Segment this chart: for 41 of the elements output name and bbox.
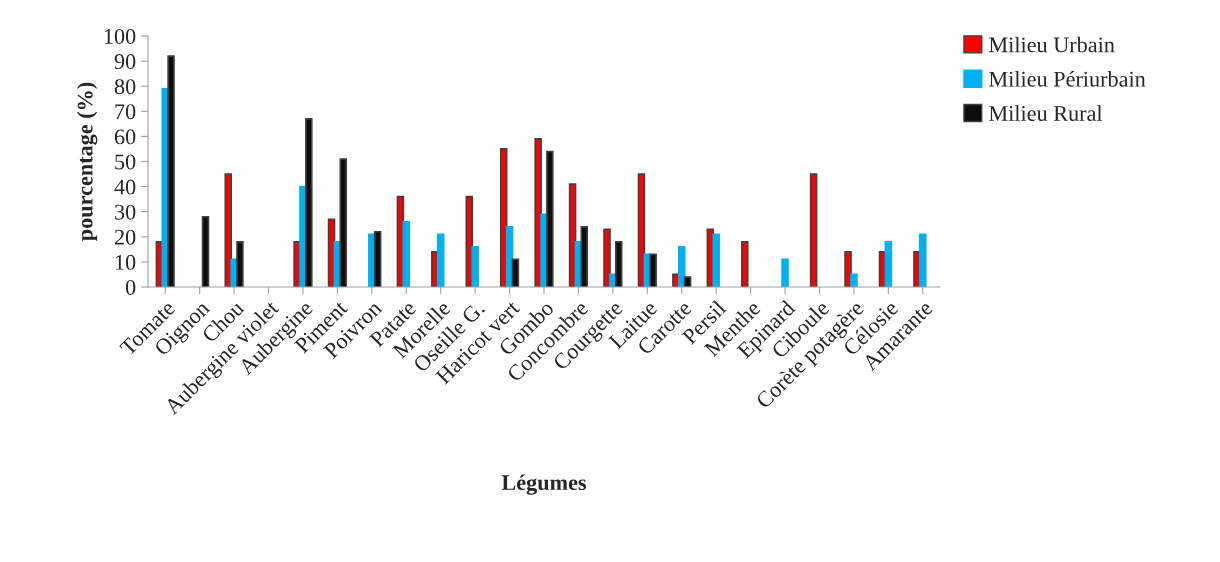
y-tick-label: 20	[114, 229, 136, 245]
bar	[884, 240, 893, 287]
legend-label: Milieu Rural	[989, 105, 1103, 121]
legend-label: Milieu Urbain	[989, 36, 1115, 53]
legend-label: Milieu Périurbain	[989, 70, 1146, 87]
y-tick-label: 60	[114, 129, 136, 145]
bar	[167, 55, 175, 287]
bar	[402, 220, 411, 287]
x-axis-title: Légumes	[501, 474, 587, 495]
bar	[546, 150, 554, 287]
bar	[809, 173, 818, 287]
bar	[649, 253, 657, 287]
bar	[224, 173, 232, 287]
bar	[603, 228, 611, 287]
bar	[201, 215, 210, 287]
bar	[534, 138, 542, 287]
bar	[373, 230, 382, 287]
bar	[712, 233, 720, 287]
bar	[471, 246, 479, 287]
bar	[580, 225, 589, 287]
bar	[436, 233, 445, 287]
y-tick-label: 70	[115, 104, 136, 120]
bar	[614, 240, 623, 287]
bar	[339, 158, 348, 287]
y-tick-label: 40	[114, 179, 136, 195]
bar	[305, 117, 313, 287]
bar	[781, 258, 789, 287]
y-tick-label: 30	[115, 204, 136, 220]
y-tick-label: 50	[115, 154, 136, 170]
y-tick-label: 80	[114, 79, 136, 95]
bar	[511, 258, 520, 287]
y-tick-label: 10	[115, 254, 136, 270]
y-tick-label: 90	[114, 54, 136, 70]
y-tick-label: 100	[104, 28, 136, 44]
y-tick-label: 0	[125, 279, 136, 295]
y-axis-title: pourcentage (%)	[76, 82, 98, 241]
bar	[740, 240, 749, 287]
bar	[844, 251, 852, 287]
bar	[236, 240, 244, 287]
bar	[850, 273, 858, 287]
bar	[919, 233, 927, 287]
